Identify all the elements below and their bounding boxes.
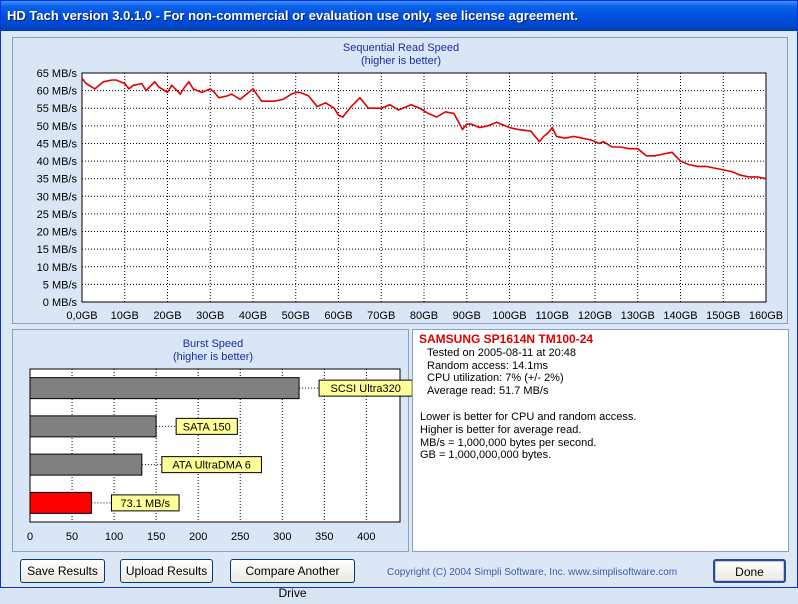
save-results-button[interactable]: Save Results bbox=[20, 559, 105, 583]
burst-chart-title: Burst Speed (higher is better) bbox=[133, 338, 293, 364]
burst-chart-title-line1: Burst Speed bbox=[182, 338, 244, 350]
note-gb-definition: GB = 1,000,000,000 bytes. bbox=[420, 449, 552, 461]
sequential-chart-panel: Sequential Read Speed (higher is better) bbox=[12, 37, 788, 324]
sequential-chart-title-line2: (higher is better) bbox=[360, 55, 442, 67]
window-title: HD Tach version 3.0.1.0 - For non-commer… bbox=[1, 1, 797, 31]
sequential-chart-title-line1: Sequential Read Speed bbox=[342, 42, 460, 54]
upload-results-button[interactable]: Upload Results bbox=[120, 559, 213, 583]
note-mbs-definition: MB/s = 1,000,000 bytes per second. bbox=[420, 437, 597, 449]
cpu-utilization: CPU utilization: 7% (+/- 2%) bbox=[427, 372, 564, 384]
compare-drive-button[interactable]: Compare Another Drive bbox=[230, 559, 355, 600]
burst-chart-panel: Burst Speed (higher is better) bbox=[12, 329, 409, 552]
drive-name: SAMSUNG SP1614N TM100-24 bbox=[419, 332, 594, 346]
note-higher-better: Higher is better for average read. bbox=[420, 424, 582, 436]
done-button[interactable]: Done bbox=[713, 559, 786, 583]
burst-chart-title-line2: (higher is better) bbox=[172, 351, 254, 363]
copyright-text: Copyright (C) 2004 Simpli Software, Inc.… bbox=[387, 567, 678, 578]
tested-date: Tested on 2005-08-11 at 20:48 bbox=[427, 347, 577, 359]
random-access: Random access: 14.1ms bbox=[427, 360, 549, 372]
average-read: Average read: 51.7 MB/s bbox=[427, 385, 549, 397]
sequential-chart-title: Sequential Read Speed (higher is better) bbox=[313, 42, 489, 68]
results-info-panel: SAMSUNG SP1614N TM100-24 Tested on 2005-… bbox=[412, 329, 789, 552]
note-lower-better: Lower is better for CPU and random acces… bbox=[420, 411, 637, 423]
